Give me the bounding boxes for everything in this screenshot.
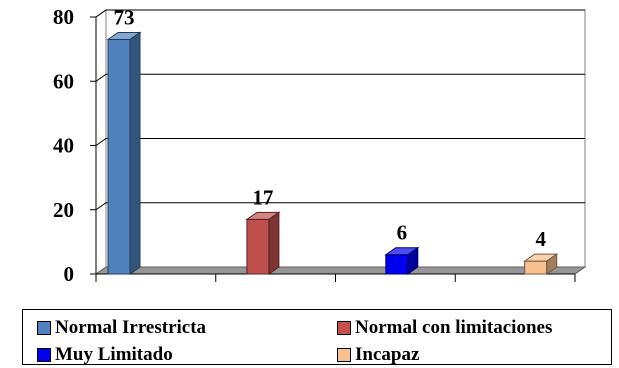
data-label: 73 — [114, 5, 135, 29]
y-tick-label: 0 — [64, 262, 75, 286]
plot-area: 0 20 40 60 80 73 17 6 4 — [53, 5, 587, 286]
bar-front — [246, 218, 270, 275]
legend-item-normal-irrestricta: Normal Irrestricta — [37, 314, 337, 341]
y-tick-label: 60 — [53, 69, 74, 93]
legend: Normal Irrestricta Normal con limitacion… — [22, 309, 612, 365]
legend-item-normal-con-limitaciones: Normal con limitaciones — [337, 314, 611, 341]
legend-swatch — [337, 347, 351, 362]
bar-front — [107, 38, 131, 275]
bar-front — [385, 254, 409, 275]
legend-label: Normal con limitaciones — [355, 316, 553, 338]
gridline — [95, 202, 585, 211]
bar-chart: 0 20 40 60 80 73 17 6 4 — [53, 5, 587, 286]
bar-side — [546, 253, 558, 275]
plot-floor — [94, 266, 587, 275]
bar-front — [524, 260, 548, 275]
legend-label: Normal Irrestricta — [55, 316, 207, 338]
legend-swatch — [337, 320, 351, 335]
legend-item-muy-limitado: Muy Limitado — [37, 341, 337, 368]
y-tick-label: 80 — [53, 5, 74, 29]
bar-side — [129, 31, 141, 275]
legend-label: Muy Limitado — [55, 343, 173, 365]
y-tick-label: 20 — [53, 198, 74, 222]
data-label: 4 — [535, 227, 546, 251]
bar-side — [407, 246, 419, 275]
y-tick-label: 40 — [53, 134, 74, 158]
data-label: 6 — [397, 221, 408, 245]
gridline — [95, 9, 585, 18]
gridline — [95, 138, 585, 146]
gridline — [95, 73, 585, 82]
data-label: 17 — [252, 185, 273, 209]
bar-side — [268, 211, 280, 275]
legend-item-incapaz: Incapaz — [337, 341, 611, 368]
legend-swatch — [37, 347, 51, 362]
legend-label: Incapaz — [355, 343, 420, 365]
legend-swatch — [37, 320, 51, 335]
